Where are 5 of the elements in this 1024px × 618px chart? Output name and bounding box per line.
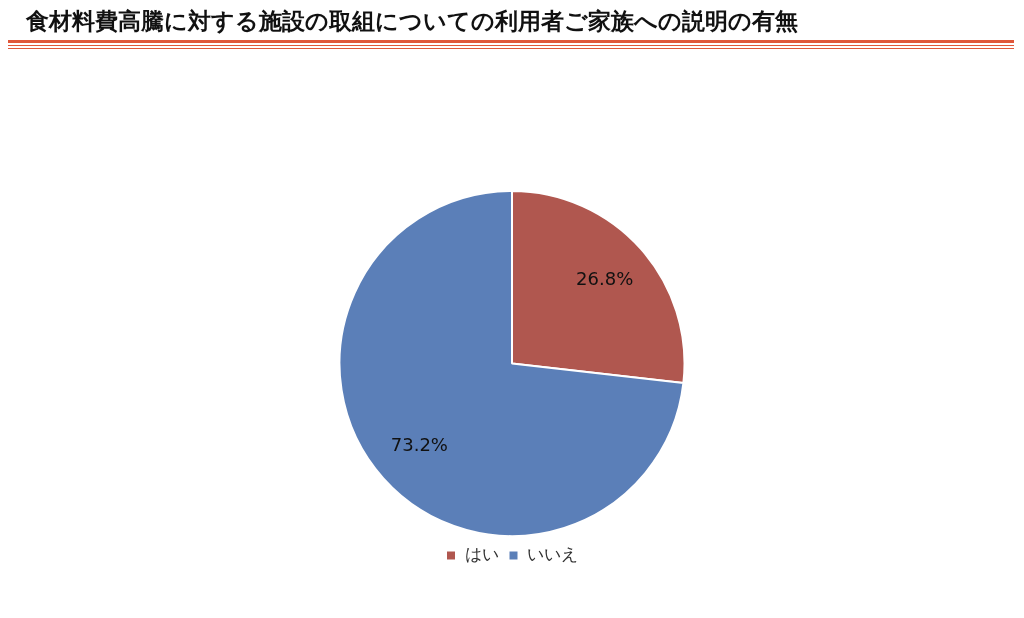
chart-title: 食材料費高騰に対する施設の取組についての利用者ご家族への説明の有無 <box>26 7 798 36</box>
data-label: 73.2% <box>390 433 448 455</box>
legend-label: いいえ <box>527 543 578 564</box>
data-label: 26.8% <box>576 268 634 290</box>
legend-label: はい <box>464 543 499 564</box>
